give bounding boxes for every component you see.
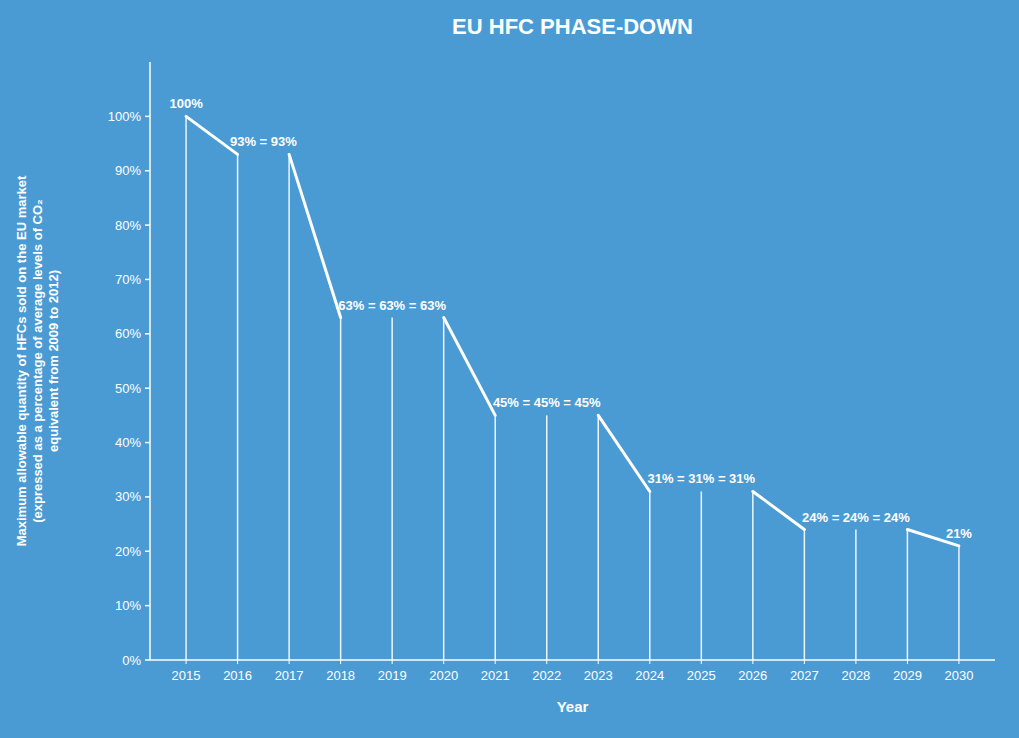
drop-line <box>753 491 805 529</box>
y-tick-label: 60% <box>115 326 141 341</box>
x-tick <box>855 660 856 664</box>
annotation: 93% = 93% <box>230 134 297 149</box>
y-tick-label: 80% <box>115 218 141 233</box>
x-tick-label: 2026 <box>738 668 767 683</box>
stem <box>701 491 703 660</box>
x-tick <box>237 660 238 664</box>
y-tick-label: 10% <box>115 598 141 613</box>
y-tick <box>145 442 150 444</box>
y-axis <box>149 62 151 660</box>
stem <box>340 318 342 660</box>
y-axis-label: Maximum allowable quantity of HFCs sold … <box>14 175 61 546</box>
stem <box>185 116 187 660</box>
stem <box>855 530 857 660</box>
x-tick <box>340 660 341 664</box>
y-tick-label: 20% <box>115 544 141 559</box>
y-tick-label: 40% <box>115 435 141 450</box>
x-axis <box>150 659 995 661</box>
stem <box>391 318 393 660</box>
y-tick <box>145 551 150 553</box>
y-tick-label: 0% <box>122 653 141 668</box>
y-tick <box>145 116 150 118</box>
stem <box>443 318 445 660</box>
y-tick <box>145 496 150 498</box>
x-tick <box>752 660 753 664</box>
stem <box>804 530 806 660</box>
drop-line <box>289 154 341 317</box>
x-tick-label: 2028 <box>841 668 870 683</box>
x-tick-label: 2016 <box>223 668 252 683</box>
x-axis-label: Year <box>557 698 589 715</box>
x-tick-label: 2019 <box>378 668 407 683</box>
y-tick <box>145 170 150 172</box>
plot-area <box>186 116 959 660</box>
x-tick <box>958 660 959 664</box>
stem <box>237 154 239 660</box>
x-tick <box>495 660 496 664</box>
x-tick <box>649 660 650 664</box>
x-tick <box>443 660 444 664</box>
x-tick-label: 2022 <box>532 668 561 683</box>
annotation: 100% <box>169 96 203 111</box>
x-tick <box>701 660 702 664</box>
x-tick <box>804 660 805 664</box>
stem <box>598 415 600 660</box>
y-tick <box>145 659 150 661</box>
x-tick <box>186 660 187 664</box>
stem <box>958 546 960 660</box>
annotation: 21% <box>946 526 972 541</box>
x-tick-label: 2024 <box>635 668 664 683</box>
stem <box>752 491 754 660</box>
drop-line <box>444 318 496 416</box>
stem <box>288 154 290 660</box>
x-tick <box>598 660 599 664</box>
x-tick <box>907 660 908 664</box>
y-tick-label: 50% <box>115 381 141 396</box>
x-tick <box>546 660 547 664</box>
x-tick-label: 2017 <box>275 668 304 683</box>
stem <box>494 415 496 660</box>
title: EU HFC PHASE-DOWN <box>452 14 693 39</box>
x-tick-label: 2029 <box>893 668 922 683</box>
drop-line <box>598 415 650 491</box>
y-tick <box>145 279 150 281</box>
x-tick-label: 2025 <box>687 668 716 683</box>
stem <box>649 491 651 660</box>
annotation: 24% = 24% = 24% <box>802 510 910 525</box>
y-tick <box>145 224 150 226</box>
x-tick-label: 2018 <box>326 668 355 683</box>
y-tick-label: 70% <box>115 272 141 287</box>
x-tick <box>289 660 290 664</box>
stem <box>907 530 909 660</box>
x-tick-label: 2023 <box>584 668 613 683</box>
y-tick-label: 100% <box>108 109 142 124</box>
annotation: 63% = 63% = 63% <box>338 298 446 313</box>
x-tick <box>392 660 393 664</box>
x-tick-label: 2015 <box>172 668 201 683</box>
y-tick-label: 30% <box>115 489 141 504</box>
y-tick-label: 90% <box>115 163 141 178</box>
stem <box>546 415 548 660</box>
x-tick-label: 2027 <box>790 668 819 683</box>
y-tick <box>145 333 150 335</box>
annotation: 31% = 31% = 31% <box>647 471 755 486</box>
x-tick-label: 2021 <box>481 668 510 683</box>
x-tick-label: 2030 <box>944 668 973 683</box>
x-tick-label: 2020 <box>429 668 458 683</box>
y-tick <box>145 605 150 607</box>
annotation: 45% = 45% = 45% <box>493 395 601 410</box>
chart: EU HFC PHASE-DOWN 2015 2016 2017 2018 2019 202… <box>0 0 1019 738</box>
y-tick <box>145 387 150 389</box>
